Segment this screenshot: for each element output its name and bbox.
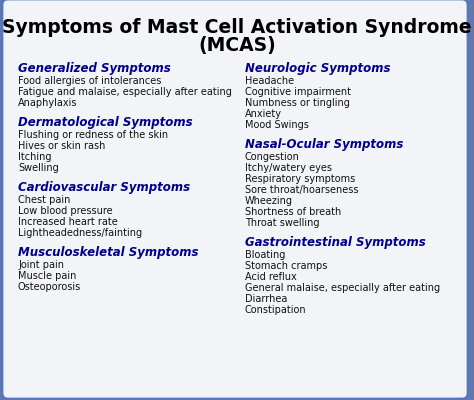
Text: Joint pain: Joint pain <box>18 260 64 270</box>
Text: Mood Swings: Mood Swings <box>245 120 309 130</box>
Text: Flushing or redness of the skin: Flushing or redness of the skin <box>18 130 168 140</box>
Text: Itchy/watery eyes: Itchy/watery eyes <box>245 163 332 173</box>
Text: Congestion: Congestion <box>245 152 300 162</box>
Text: Nasal-Ocular Symptoms: Nasal-Ocular Symptoms <box>245 138 403 151</box>
Text: Symptoms of Mast Cell Activation Syndrome: Symptoms of Mast Cell Activation Syndrom… <box>2 18 472 37</box>
Text: Shortness of breath: Shortness of breath <box>245 207 341 217</box>
Text: Wheezing: Wheezing <box>245 196 293 206</box>
Text: Neurologic Symptoms: Neurologic Symptoms <box>245 62 391 75</box>
Text: Chest pain: Chest pain <box>18 195 70 205</box>
Text: Acid reflux: Acid reflux <box>245 272 297 282</box>
Text: Anxiety: Anxiety <box>245 109 282 119</box>
Text: Stomach cramps: Stomach cramps <box>245 261 328 271</box>
Text: Muscle pain: Muscle pain <box>18 271 76 281</box>
Text: Dermatological Symptoms: Dermatological Symptoms <box>18 116 192 129</box>
Text: Respiratory symptoms: Respiratory symptoms <box>245 174 355 184</box>
Text: Fatigue and malaise, especially after eating: Fatigue and malaise, especially after ea… <box>18 87 232 97</box>
Text: Low blood pressure: Low blood pressure <box>18 206 113 216</box>
Text: Sore throat/hoarseness: Sore throat/hoarseness <box>245 185 358 195</box>
Text: General malaise, especially after eating: General malaise, especially after eating <box>245 283 440 293</box>
Text: Numbness or tingling: Numbness or tingling <box>245 98 350 108</box>
Text: Throat swelling: Throat swelling <box>245 218 319 228</box>
Text: Osteoporosis: Osteoporosis <box>18 282 81 292</box>
Text: Hives or skin rash: Hives or skin rash <box>18 141 105 151</box>
Text: Food allergies of intolerances: Food allergies of intolerances <box>18 76 161 86</box>
Text: Constipation: Constipation <box>245 305 307 315</box>
Text: Diarrhea: Diarrhea <box>245 294 287 304</box>
Text: Musculoskeletal Symptoms: Musculoskeletal Symptoms <box>18 246 199 259</box>
Text: Headache: Headache <box>245 76 294 86</box>
Text: (MCAS): (MCAS) <box>198 36 276 55</box>
Text: Cardiovascular Symptoms: Cardiovascular Symptoms <box>18 181 190 194</box>
Text: Anaphylaxis: Anaphylaxis <box>18 98 78 108</box>
Text: Itching: Itching <box>18 152 52 162</box>
Text: Generalized Symptoms: Generalized Symptoms <box>18 62 171 75</box>
Text: Lightheadedness/fainting: Lightheadedness/fainting <box>18 228 142 238</box>
Text: Swelling: Swelling <box>18 163 59 173</box>
Text: Gastrointestinal Symptoms: Gastrointestinal Symptoms <box>245 236 426 249</box>
Text: Bloating: Bloating <box>245 250 285 260</box>
Text: Increased heart rate: Increased heart rate <box>18 217 118 227</box>
Text: Cognitive impairment: Cognitive impairment <box>245 87 351 97</box>
